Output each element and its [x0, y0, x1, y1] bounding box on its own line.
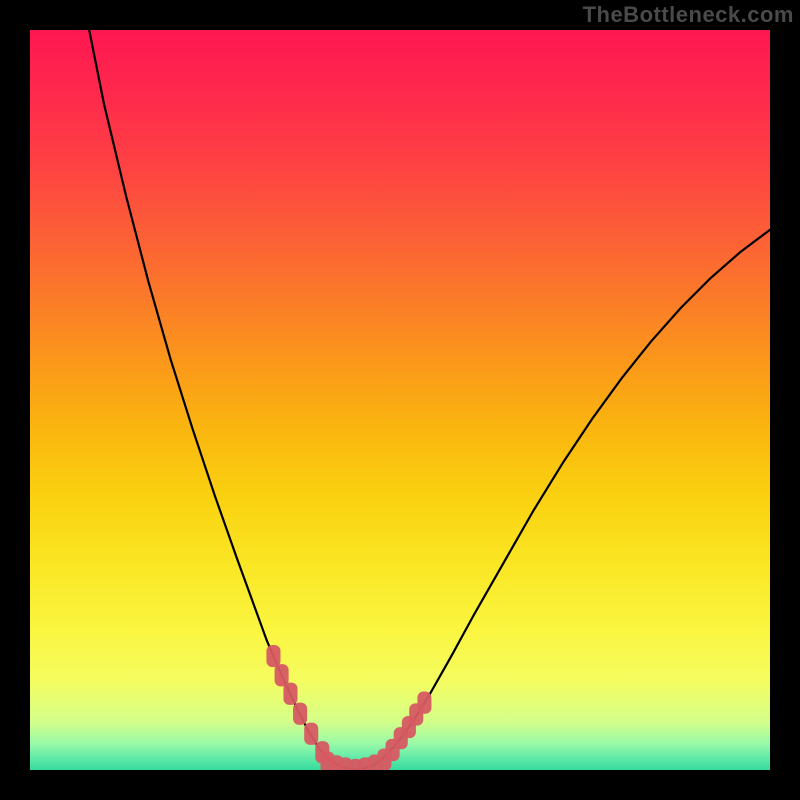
- plot-frame: [30, 30, 770, 770]
- plot-background: [30, 30, 770, 770]
- curve-marker: [275, 664, 289, 686]
- plot-svg: [30, 30, 770, 770]
- curve-marker: [293, 703, 307, 725]
- curve-marker: [304, 723, 318, 745]
- curve-marker: [283, 683, 297, 705]
- curve-marker: [266, 645, 280, 667]
- watermark-text: TheBottleneck.com: [583, 2, 794, 28]
- curve-marker: [417, 692, 431, 714]
- figure-root: TheBottleneck.com: [0, 0, 800, 800]
